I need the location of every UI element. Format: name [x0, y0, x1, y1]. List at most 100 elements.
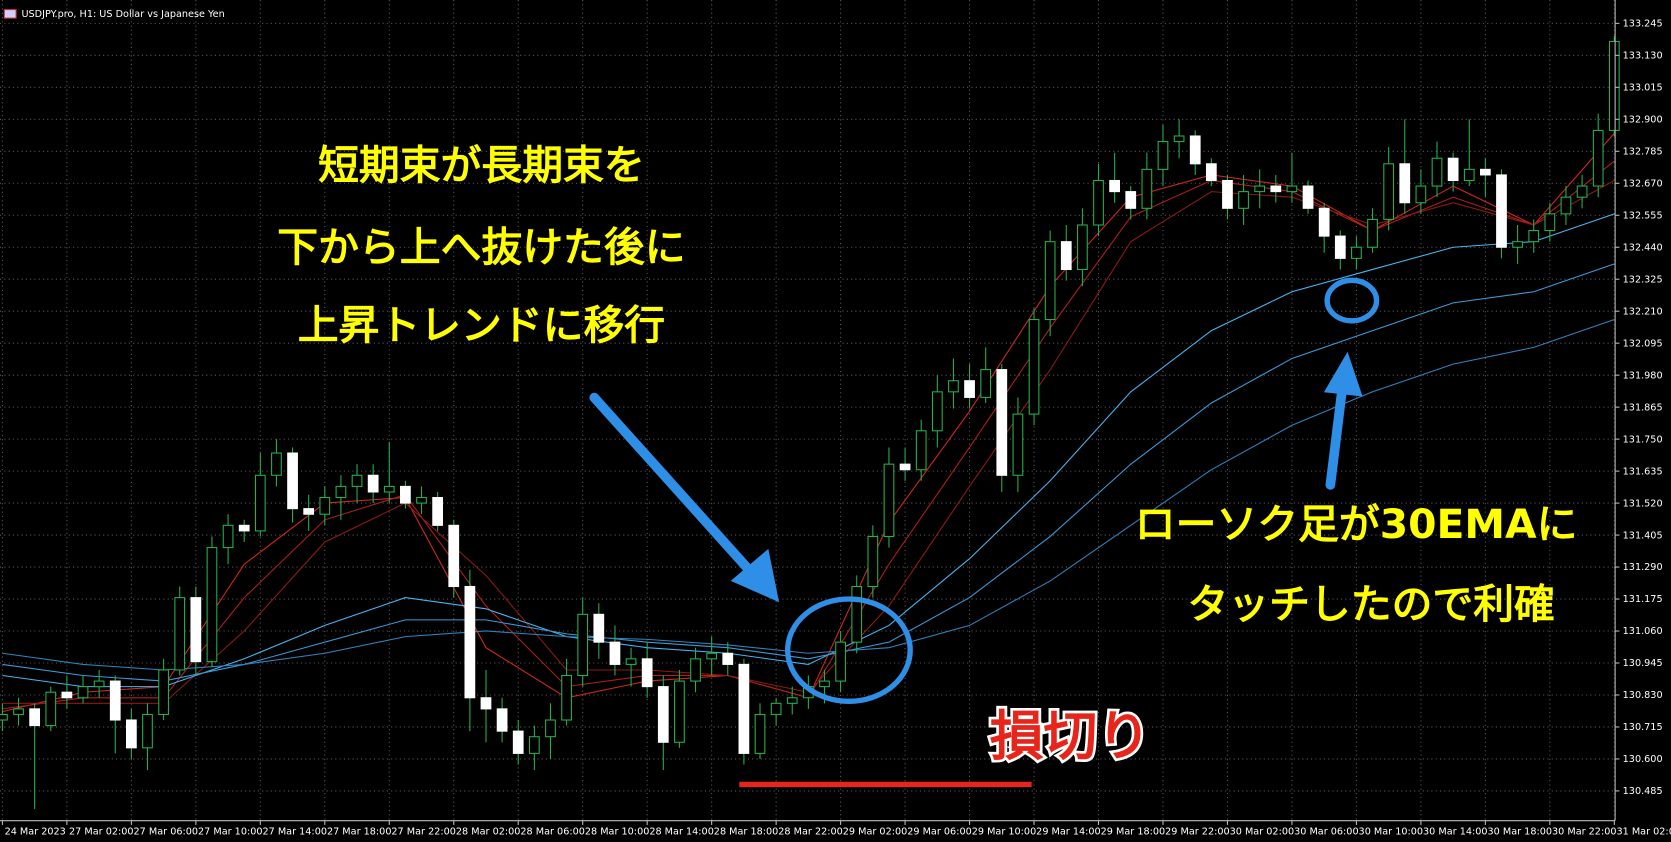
- x-tick-label: 30 Mar 10:00: [1359, 827, 1424, 838]
- x-tick-label: 27 Mar 18:00: [327, 827, 392, 838]
- candle-body: [480, 697, 492, 710]
- candle-body: [319, 496, 331, 515]
- candle-body: [1238, 191, 1249, 209]
- y-tick-label: 133.245: [1623, 19, 1663, 30]
- candle-body: [545, 719, 556, 738]
- x-tick-label: 29 Mar 10:00: [972, 827, 1037, 838]
- x-tick-label: 29 Mar 22:00: [1165, 827, 1230, 838]
- ema-line: [2, 319, 1615, 671]
- candle-body: [174, 597, 186, 671]
- candle-body: [142, 713, 153, 749]
- candle-body: [577, 613, 589, 677]
- touch-circle: [1324, 277, 1380, 324]
- candle-body: [77, 686, 89, 699]
- y-tick-label: 132.670: [1623, 179, 1663, 190]
- candle-body: [1560, 196, 1572, 215]
- candles: [0, 35, 1620, 810]
- candle-body: [109, 680, 121, 721]
- y-tick-label: 133.015: [1623, 83, 1663, 94]
- candle-body: [706, 652, 718, 660]
- y-tick-label: 131.635: [1623, 466, 1663, 477]
- x-tick-label: 28 Mar 06:00: [520, 827, 585, 838]
- y-tick-label: 132.785: [1623, 147, 1663, 158]
- y-tick-label: 132.095: [1623, 338, 1663, 349]
- candle-body: [303, 508, 315, 515]
- candle-body: [1334, 235, 1346, 259]
- candle-body: [190, 597, 202, 663]
- y-tick-label: 131.980: [1623, 370, 1663, 381]
- candle-body: [1044, 241, 1056, 321]
- candle-body: [1399, 163, 1411, 204]
- x-tick-label: 29 Mar 14:00: [1036, 827, 1101, 838]
- candle-body: [722, 652, 734, 665]
- candle-body: [464, 585, 476, 699]
- candle-body: [948, 380, 959, 393]
- candle-body: [254, 474, 266, 532]
- y-tick-label: 132.210: [1623, 306, 1663, 317]
- candle-body: [1077, 224, 1088, 271]
- candle-body: [996, 369, 1008, 476]
- candle-body: [287, 452, 298, 510]
- x-tick-label: 27 Mar 10:00: [198, 827, 263, 838]
- candle-body: [1109, 179, 1120, 193]
- candle-body: [1479, 168, 1491, 176]
- candle-body: [1028, 319, 1040, 415]
- candle-body: [1367, 218, 1378, 248]
- candle-body: [335, 485, 347, 499]
- candle-body: [786, 697, 798, 704]
- x-tick-label: 27 Mar 02:00: [69, 827, 134, 838]
- x-tick-label: 31 Mar 02:00: [1616, 827, 1671, 838]
- candle-body: [271, 452, 282, 476]
- x-tick-label: 27 Mar 06:00: [134, 827, 199, 838]
- x-tick-label: 28 Mar 14:00: [649, 827, 714, 838]
- ticks: 133.245 133.130 133.015 132.900 132.785 132.6…: [1, 19, 1671, 838]
- y-tick-label: 132.555: [1623, 210, 1663, 221]
- candle-body: [1189, 135, 1201, 165]
- candle-body: [1608, 40, 1620, 131]
- annotation: 下から上へ抜けた後に: [277, 223, 685, 271]
- candle-body: [448, 524, 460, 588]
- x-tick-label: 30 Mar 02:00: [1230, 827, 1295, 838]
- candle-body: [1205, 163, 1217, 182]
- candle-body: [1060, 241, 1072, 271]
- y-tick-label: 133.130: [1623, 51, 1663, 62]
- annotation: タッチしたので利確: [1187, 580, 1554, 628]
- candle-body: [400, 485, 411, 504]
- arrow-head: [730, 548, 780, 603]
- candle-body: [593, 613, 605, 643]
- y-tick-label: 130.600: [1623, 754, 1663, 765]
- candle-body: [931, 391, 943, 432]
- candle-body: [416, 496, 427, 504]
- x-tick-label: 29 Mar 02:00: [843, 827, 908, 838]
- arrow-head: [1323, 351, 1363, 397]
- candle-body: [1415, 185, 1427, 204]
- candle-body: [1270, 185, 1282, 193]
- x-tick-label: 28 Mar 02:00: [456, 827, 521, 838]
- x-tick-label: 30 Mar 06:00: [1294, 827, 1359, 838]
- cross-circle: [784, 596, 913, 704]
- x-tick-label: 29 Mar 06:00: [907, 827, 972, 838]
- candle-body: [867, 535, 879, 588]
- y-tick-label: 131.060: [1623, 626, 1663, 637]
- candle-body: [1173, 135, 1185, 143]
- candle-body: [690, 658, 701, 682]
- candle-body: [561, 674, 572, 721]
- candle-body: [1512, 241, 1523, 248]
- candle-body: [1302, 185, 1314, 209]
- candle-body: [222, 524, 234, 549]
- candle-body: [1351, 246, 1362, 259]
- candle-body: [61, 691, 73, 699]
- candle-body: [432, 496, 444, 526]
- ema-line: [2, 213, 1615, 688]
- candle-body: [641, 658, 653, 688]
- candle-body: [1222, 179, 1233, 209]
- candle-body: [367, 474, 379, 493]
- candle-body: [980, 369, 992, 398]
- candle-body: [512, 730, 524, 754]
- candle-body: [1528, 230, 1540, 243]
- y-tick-label: 130.715: [1623, 722, 1663, 733]
- candle-body: [238, 524, 250, 532]
- y-tick-label: 131.865: [1623, 402, 1663, 413]
